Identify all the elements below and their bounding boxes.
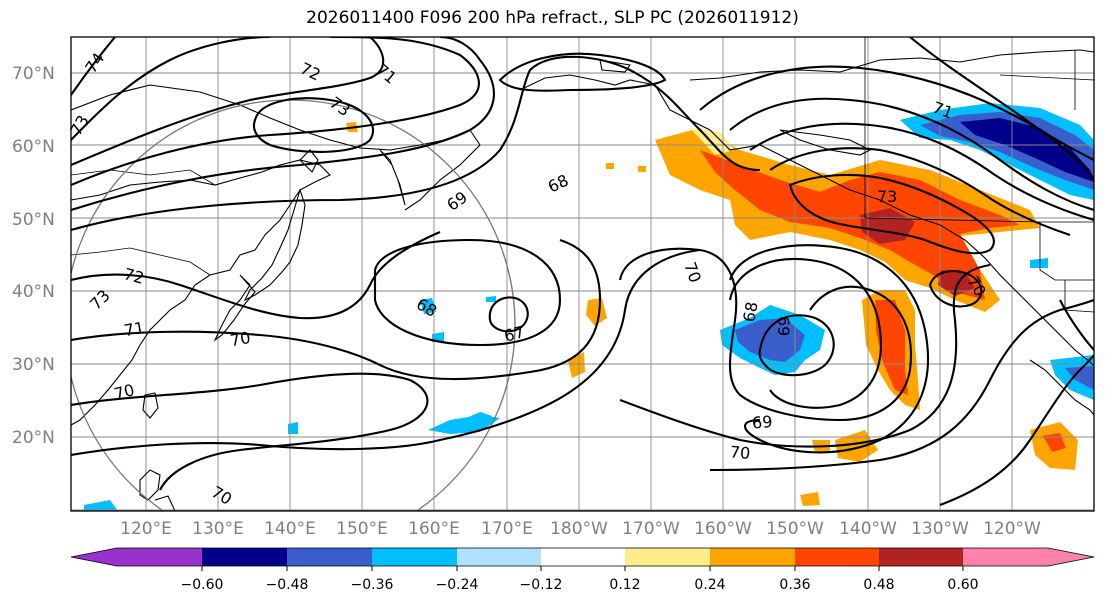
political-borders xyxy=(71,37,1094,313)
lon-label: 150°E xyxy=(336,519,388,539)
colorbar-segment xyxy=(202,548,287,566)
graticule xyxy=(71,37,1094,511)
contour-label: 70 xyxy=(229,328,252,350)
map-title: 2026011400 F096 200 hPa refract., SLP PC… xyxy=(306,8,799,28)
colorbar-segment xyxy=(541,548,625,566)
lon-label: 130°E xyxy=(192,519,244,539)
colorbar-tick-label: −0.36 xyxy=(351,577,394,593)
colorbar-tick-label: 0.60 xyxy=(947,577,978,593)
colorbar-segment xyxy=(710,548,795,566)
lon-label: 140°E xyxy=(264,519,316,539)
contour-label: 68 xyxy=(739,300,761,323)
lon-label: 180°W xyxy=(550,519,608,539)
lon-label: 160°E xyxy=(408,519,460,539)
contour-label: 72 xyxy=(122,264,147,288)
colorbar-segment xyxy=(71,548,117,566)
lat-label: 50°N xyxy=(12,210,55,230)
contour-label: 71 xyxy=(123,318,146,340)
contour-label: 69 xyxy=(774,316,793,336)
colorbar-outline xyxy=(70,547,1095,567)
colorbar-tick-label: −0.60 xyxy=(181,577,224,593)
colorbar-ticks xyxy=(201,566,964,571)
colorbar-segment xyxy=(117,548,202,566)
colorbar-tick-label: 0.48 xyxy=(863,577,894,593)
lon-label: 170°E xyxy=(481,519,533,539)
contour-label: 67 xyxy=(502,322,527,346)
lon-label: 150°W xyxy=(766,519,824,539)
lon-label: 140°W xyxy=(839,519,897,539)
lat-label: 30°N xyxy=(12,355,55,375)
map-frame xyxy=(70,36,1095,512)
colorbar-segment xyxy=(963,548,1094,566)
contour-label: 70 xyxy=(729,442,751,463)
lat-label: 70°N xyxy=(12,64,55,84)
lon-label: 170°W xyxy=(622,519,680,539)
lon-label: 120°E xyxy=(120,519,172,539)
lat-label: 40°N xyxy=(12,282,55,302)
lon-label: 120°W xyxy=(983,519,1041,539)
contour-label: 69 xyxy=(751,412,773,433)
lat-label: 60°N xyxy=(12,137,55,157)
colorbar-segment xyxy=(372,548,457,566)
contour-label: 73 xyxy=(877,187,897,206)
colorbar-segment xyxy=(879,548,963,566)
colorbar-segment xyxy=(625,548,710,566)
colorbar: −0.60 −0.48 −0.36 −0.24 −0.12 0.12 0.24 … xyxy=(70,547,1095,593)
latitude-labels: 70°N 60°N 50°N 40°N 30°N 20°N xyxy=(12,64,55,448)
slp-contours xyxy=(71,37,1094,506)
contour-label: 70 xyxy=(112,380,137,404)
colorbar-tick-label: 0.24 xyxy=(694,577,725,593)
colorbar-segment xyxy=(287,548,372,566)
colorbar-segment xyxy=(795,548,879,566)
colorbar-tick-label: −0.48 xyxy=(266,577,309,593)
colorbar-tick-label: 0.36 xyxy=(779,577,810,593)
longitude-labels: 120°E 130°E 140°E 150°E 160°E 170°E 180°… xyxy=(120,519,1041,539)
lon-label: 130°W xyxy=(911,519,969,539)
colorbar-segment xyxy=(457,548,541,566)
colorbar-tick-label: −0.24 xyxy=(436,577,479,593)
lat-label: 20°N xyxy=(12,428,55,448)
colorbar-tick-label: −0.12 xyxy=(520,577,563,593)
lon-label: 160°W xyxy=(694,519,752,539)
colorbar-tick-label: 0.12 xyxy=(609,577,640,593)
